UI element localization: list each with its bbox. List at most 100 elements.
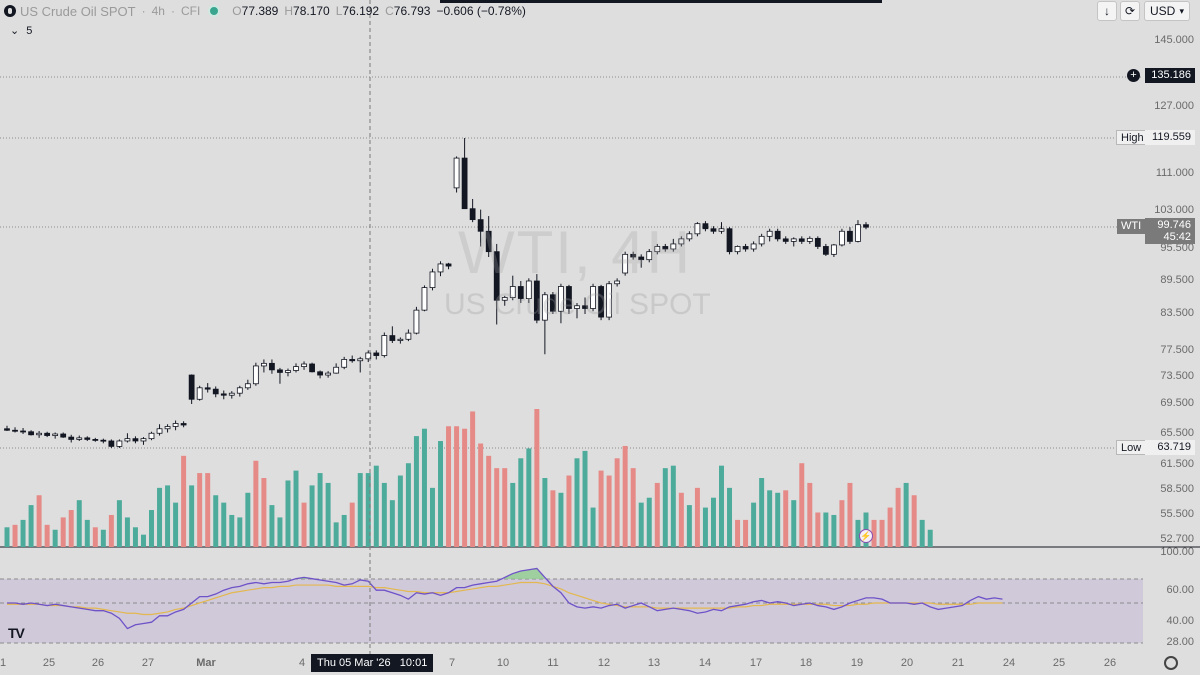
currency-select[interactable]: USD ▾ <box>1144 1 1190 21</box>
candle-body <box>381 335 388 356</box>
volume-bar <box>807 482 813 547</box>
candle-body <box>429 271 436 288</box>
volume-bar <box>558 492 564 547</box>
volume-bar <box>823 512 829 547</box>
time-label: 20 <box>900 657 914 669</box>
candle-body <box>349 359 356 362</box>
price-label: 69.500 <box>1160 397 1194 409</box>
volume-bar <box>349 502 355 547</box>
volume-bar <box>686 505 692 547</box>
candle-body <box>309 363 315 373</box>
candle-body <box>76 437 83 440</box>
volume-bar <box>847 482 853 547</box>
time-label: 25 <box>1052 657 1066 669</box>
candle-body <box>244 383 251 389</box>
volume-bar <box>381 482 387 547</box>
volume-bar <box>678 492 684 547</box>
volume-bar <box>285 480 291 547</box>
candle-body <box>622 253 629 274</box>
volume-bar <box>927 529 933 547</box>
volume-bar <box>470 411 476 547</box>
candle-body <box>646 251 653 261</box>
candle-body <box>52 433 59 436</box>
plus-circle-icon[interactable]: + <box>1127 69 1140 82</box>
lightning-icon[interactable]: ⚡ <box>859 529 873 543</box>
candle-body <box>718 228 725 232</box>
currency-value: USD <box>1150 4 1176 18</box>
volume-bar <box>839 500 845 547</box>
candle-body <box>100 439 107 442</box>
time-label: 26 <box>91 657 105 669</box>
volume-bar <box>622 445 628 547</box>
candle-body <box>84 437 91 440</box>
price-label: 61.500 <box>1160 458 1194 470</box>
price-label: 111.000 <box>1155 167 1194 179</box>
volume-bar <box>76 500 82 547</box>
volume-bar <box>140 534 146 547</box>
market-status-icon[interactable] <box>208 5 221 17</box>
candle-body <box>277 369 283 373</box>
candle-body <box>734 246 741 253</box>
volume-bar <box>100 529 106 547</box>
volume-bar <box>92 527 98 547</box>
volume-bar <box>566 475 572 547</box>
candle-body <box>461 157 468 210</box>
volume-bar <box>783 490 789 547</box>
volume-bar <box>454 426 460 547</box>
refresh-button[interactable]: ⟳ <box>1120 1 1140 21</box>
candle-body <box>630 253 637 258</box>
candle-body <box>614 280 621 285</box>
symbol-legend[interactable]: US Crude Oil SPOT · 4h · CFI O 77.389 H 78… <box>0 0 526 22</box>
settings-gear-icon[interactable] <box>1164 656 1178 670</box>
volume-bar <box>719 465 724 547</box>
ohlc-close-value: 76.793 <box>393 4 431 18</box>
candle-body <box>333 366 340 374</box>
candle-body <box>325 372 332 376</box>
candle-body <box>509 286 516 298</box>
time-label: 1 <box>0 657 7 669</box>
candle-body <box>148 432 155 440</box>
volume-bar <box>36 495 42 547</box>
time-label: 10 <box>496 657 510 669</box>
volume-bar <box>486 455 492 547</box>
symbol-logo-icon <box>4 5 16 17</box>
volume-bar <box>478 443 484 547</box>
volume-bar <box>462 428 468 547</box>
volume-bar <box>157 487 163 547</box>
tradingview-logo[interactable]: TV <box>8 625 25 641</box>
price-label: 77.500 <box>1160 344 1194 356</box>
candle-body <box>172 423 179 427</box>
ohlc-close-key: C <box>385 4 394 18</box>
price-label: 103.000 <box>1154 204 1194 216</box>
symbol-name[interactable]: US Crude Oil SPOT <box>20 3 136 19</box>
candle-body <box>20 430 26 433</box>
price-label: 89.500 <box>1160 274 1194 286</box>
volume-bar <box>52 529 58 547</box>
volume-bar <box>550 490 556 547</box>
volume-bar <box>405 463 411 547</box>
candle-body <box>590 286 596 309</box>
volume-bar <box>446 426 452 547</box>
volume-bar <box>4 527 10 547</box>
volume-bar <box>357 473 363 547</box>
volume-bar <box>574 458 580 547</box>
candle-body <box>116 440 123 447</box>
volume-bar <box>646 497 652 547</box>
price-label: 83.500 <box>1160 307 1194 319</box>
candle-body <box>212 388 219 395</box>
volume-bar <box>429 487 435 547</box>
arrow-down-button[interactable]: ↓ <box>1097 1 1117 21</box>
volume-bar <box>325 482 331 547</box>
volume-bar <box>727 487 733 547</box>
volume-bar <box>221 502 227 547</box>
indicators-toggle[interactable]: ⌄ 5 <box>10 24 32 37</box>
volume-bar <box>261 478 267 547</box>
rsi-pane <box>0 567 1143 644</box>
price-label: 95.500 <box>1160 242 1194 254</box>
volume-bar <box>149 510 154 547</box>
candle-body <box>501 297 508 301</box>
candle-body <box>814 237 821 247</box>
candle-body <box>252 365 259 385</box>
candle-body <box>822 246 829 255</box>
